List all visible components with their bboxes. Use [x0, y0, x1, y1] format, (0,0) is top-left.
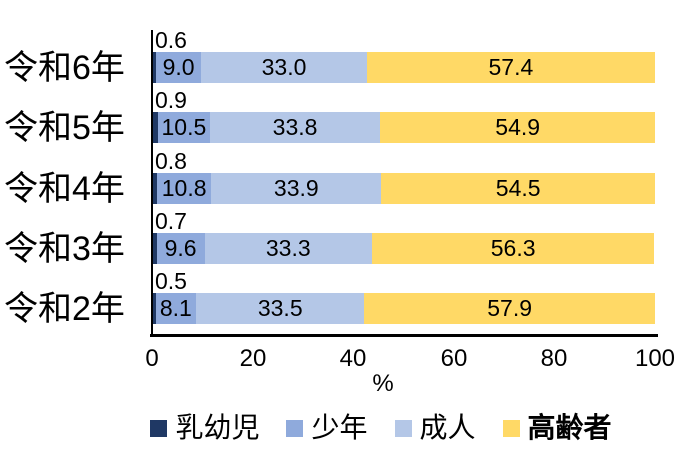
- legend-item-elderly: 高齢者: [502, 412, 612, 443]
- segment-value-label: 54.5: [495, 175, 541, 201]
- segment-elderly: 54.9: [379, 112, 656, 143]
- infant-value-label: 0.5: [155, 268, 187, 294]
- infant-value-label: 0.9: [155, 87, 187, 113]
- segment-value-label: 10.5: [161, 114, 207, 140]
- segment-value-label: 54.9: [495, 114, 541, 140]
- legend-label: 少年: [311, 412, 368, 443]
- category-label-reiwa6: 令和6年: [4, 48, 125, 87]
- segment-elderly: 54.5: [381, 173, 655, 204]
- bar-reiwa3: 9.6 33.3 56.3: [153, 233, 655, 264]
- x-tick-60: 60: [440, 345, 468, 372]
- legend-label: 乳幼児: [175, 412, 260, 443]
- segment-adult: 33.3: [204, 233, 372, 264]
- bar-reiwa5: 10.5 33.8 54.9: [153, 112, 656, 143]
- category-label-reiwa2: 令和2年: [4, 289, 125, 328]
- segment-elderly: 57.4: [366, 52, 655, 83]
- legend-item-adult: 成人: [394, 412, 476, 443]
- infant-value-label: 0.8: [155, 148, 187, 174]
- segment-value-label: 56.3: [490, 235, 536, 261]
- segment-value-label: 10.8: [161, 175, 207, 201]
- segment-adult: 33.0: [201, 52, 367, 83]
- bar-reiwa2: 8.1 33.5 57.9: [153, 293, 655, 324]
- segment-youth: 10.8: [157, 173, 212, 204]
- category-label-reiwa5: 令和5年: [4, 108, 125, 147]
- segment-value-label: 57.4: [488, 54, 534, 80]
- legend-label: 高齢者: [527, 412, 612, 443]
- legend-label: 成人: [419, 412, 476, 443]
- bar-reiwa6: 9.0 33.0 57.4: [153, 52, 655, 83]
- segment-adult: 33.8: [210, 112, 380, 143]
- legend-swatch-infant: [150, 419, 168, 437]
- x-axis-unit-label: %: [372, 370, 394, 397]
- infant-value-label: 0.6: [155, 27, 187, 53]
- segment-elderly: 57.9: [364, 293, 655, 324]
- legend: 乳幼児 少年 成人 高齢者: [0, 414, 700, 442]
- segment-value-label: 9.0: [162, 54, 195, 80]
- infant-value-label: 0.7: [155, 208, 187, 234]
- segment-infant: [153, 112, 158, 143]
- segment-youth: 9.6: [156, 233, 205, 264]
- category-label-reiwa4: 令和4年: [4, 169, 125, 208]
- segment-infant: [153, 293, 156, 324]
- segment-youth: 10.5: [157, 112, 211, 143]
- segment-infant: [153, 52, 156, 83]
- segment-youth: 8.1: [155, 293, 197, 324]
- segment-value-label: 33.8: [272, 114, 318, 140]
- segment-value-label: 9.6: [164, 235, 197, 261]
- segment-infant: [153, 173, 158, 204]
- segment-elderly: 56.3: [371, 233, 655, 264]
- legend-swatch-elderly: [502, 419, 520, 437]
- x-tick-100: 100: [634, 345, 676, 372]
- segment-value-label: 33.3: [265, 235, 311, 261]
- segment-infant: [153, 233, 157, 264]
- segment-value-label: 8.1: [159, 295, 192, 321]
- x-tick-80: 80: [540, 345, 568, 372]
- bar-reiwa4: 10.8 33.9 54.5: [153, 173, 655, 204]
- x-tick-20: 20: [239, 345, 267, 372]
- segment-value-label: 33.9: [273, 175, 319, 201]
- legend-item-youth: 少年: [286, 412, 368, 443]
- x-tick-40: 40: [339, 345, 367, 372]
- x-axis-line: [150, 334, 658, 337]
- segment-youth: 9.0: [156, 52, 202, 83]
- category-label-reiwa3: 令和3年: [4, 229, 125, 268]
- segment-value-label: 33.0: [261, 54, 307, 80]
- segment-value-label: 33.5: [257, 295, 303, 321]
- legend-swatch-youth: [286, 419, 304, 437]
- segment-adult: 33.5: [196, 293, 365, 324]
- segment-adult: 33.9: [211, 173, 382, 204]
- x-tick-0: 0: [145, 345, 159, 372]
- y-axis-line: [151, 30, 153, 336]
- segment-value-label: 57.9: [487, 295, 533, 321]
- legend-item-infant: 乳幼児: [150, 414, 259, 442]
- legend-swatch-adult: [394, 419, 412, 437]
